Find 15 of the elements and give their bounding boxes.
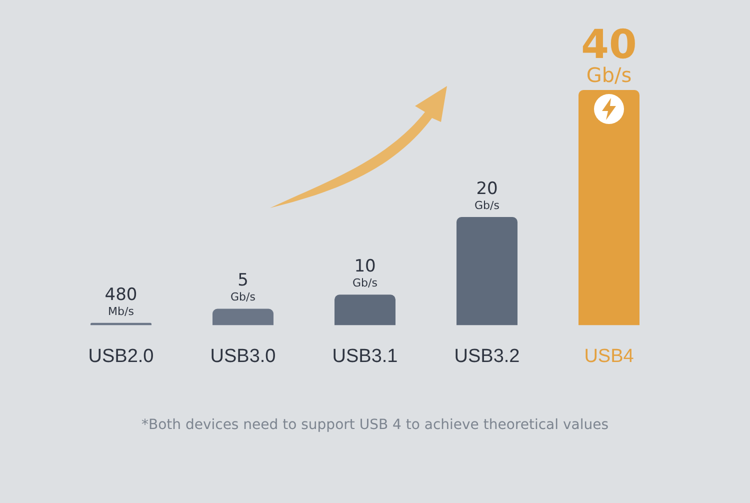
bar (334, 294, 396, 326)
annotation: 480 Mb/s (104, 284, 138, 318)
x-tick-label: USB2.0 (88, 346, 154, 367)
bar (578, 90, 640, 326)
x-tick-label: USB3.0 (210, 346, 276, 367)
x-tick-label: USB4 (584, 346, 634, 367)
annotation: 10 Gb/s (352, 256, 378, 290)
x-tick-label: USB3.2 (454, 346, 520, 367)
text: *Both devices need to support USB 4 to achieve theoretical values (140, 417, 610, 433)
annotation: 40 Gb/s (581, 22, 637, 87)
annotation: 20 Gb/s (474, 179, 500, 212)
bar (212, 308, 274, 326)
x-tick-label: USB3.1 (332, 346, 398, 367)
annotation: 5 Gb/s (230, 270, 256, 304)
bar (456, 217, 518, 326)
